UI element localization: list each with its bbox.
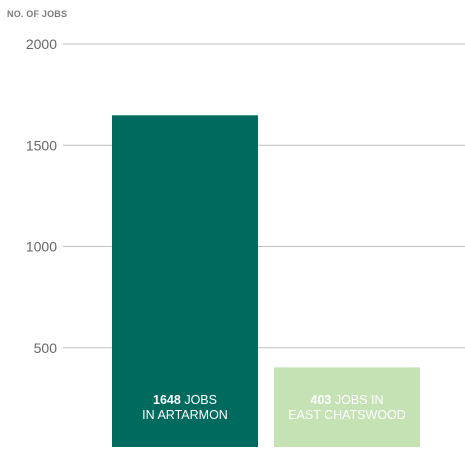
y-tick-label-1000: 1000 (26, 239, 57, 255)
bar-artarmon (112, 115, 258, 447)
y-tick-label-2000: 2000 (26, 36, 57, 52)
bar-label-line2-1: EAST CHATSWOOD (288, 408, 406, 422)
bar-east-chatswood (274, 367, 420, 447)
y-axis-label: NO. OF JOBS (7, 9, 68, 19)
bar-label-suffix-1: JOBS IN (331, 393, 383, 407)
bar-label-line1-1: 403 JOBS IN (311, 393, 384, 407)
y-tick-label-1500: 1500 (26, 137, 57, 153)
bar-label-line1-0: 1648 JOBS (153, 393, 217, 407)
y-tick-label-500: 500 (34, 340, 58, 356)
y-tick-labels: 500 1000 1500 2000 (26, 36, 57, 356)
bar-value-0: 1648 (153, 393, 181, 407)
bar-label-line2-0: IN ARTARMON (142, 408, 228, 422)
bar-value-1: 403 (311, 393, 332, 407)
bar-label-suffix-0: JOBS (181, 393, 217, 407)
bars (112, 115, 420, 447)
